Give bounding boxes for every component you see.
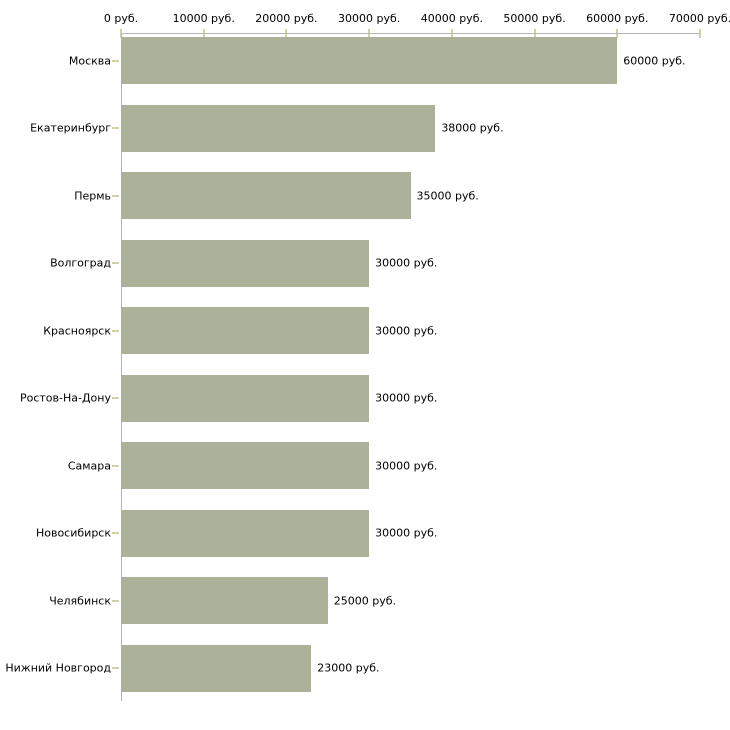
category-tick	[112, 532, 119, 535]
category-tick	[112, 464, 119, 467]
chart-row: Ростов-На-Дону 30000 руб.	[0, 365, 730, 433]
category-label: Красноярск	[43, 324, 111, 338]
category-label: Самара	[67, 459, 111, 473]
chart-row: Екатеринбург 38000 руб.	[0, 95, 730, 163]
value-label: 30000 руб.	[375, 526, 438, 540]
category-label: Челябинск	[49, 594, 111, 608]
chart-row: Москва 60000 руб.	[0, 27, 730, 95]
value-label: 38000 руб.	[441, 121, 504, 135]
bar	[121, 644, 312, 692]
category-label: Волгоград	[50, 256, 111, 270]
x-axis-tick-label: 40000 руб.	[420, 12, 483, 25]
value-label: 60000 руб.	[623, 54, 686, 68]
category-label: Пермь	[74, 189, 111, 203]
category-label: Москва	[68, 54, 111, 68]
chart-row: Челябинск 25000 руб.	[0, 567, 730, 635]
value-label: 30000 руб.	[375, 459, 438, 473]
x-axis-line	[121, 33, 700, 34]
x-axis-tick-label: 60000 руб.	[586, 12, 649, 25]
bar	[121, 374, 370, 422]
value-label: 35000 руб.	[416, 189, 479, 203]
value-label: 25000 руб.	[333, 594, 397, 608]
chart-row: Волгоград 30000 руб.	[0, 230, 730, 298]
category-tick	[112, 59, 119, 62]
bar	[121, 172, 411, 220]
bar	[121, 37, 618, 85]
bar	[121, 442, 370, 490]
bar	[121, 307, 370, 355]
bar	[121, 509, 370, 557]
x-axis-tick-label: 10000 руб.	[172, 12, 235, 25]
x-axis-tick-label: 20000 руб.	[255, 12, 318, 25]
category-label: Ростов-На-Дону	[19, 391, 111, 405]
x-axis-tick	[699, 29, 701, 38]
value-label: 30000 руб.	[375, 391, 438, 405]
category-tick	[112, 667, 119, 670]
bar	[121, 104, 436, 152]
value-label: 23000 руб.	[317, 661, 380, 675]
category-label: Екатеринбург	[30, 121, 111, 135]
category-tick	[112, 329, 119, 332]
y-axis-line	[121, 33, 122, 701]
chart-row: Новосибирск 30000 руб.	[0, 500, 730, 568]
value-label: 30000 руб.	[375, 324, 438, 338]
x-axis-tick-label: 50000 руб.	[503, 12, 566, 25]
chart-row: Пермь 35000 руб.	[0, 162, 730, 230]
chart-row: Красноярск 30000 руб.	[0, 297, 730, 365]
chart-row: Самара 30000 руб.	[0, 432, 730, 500]
chart-row: Нижний Новгород 23000 руб.	[0, 635, 730, 703]
plot-area: Москва 60000 руб. Екатеринбург 38000 руб…	[0, 27, 730, 702]
x-axis-tick-label: 30000 руб.	[338, 12, 401, 25]
bar	[121, 577, 328, 625]
category-tick	[112, 262, 119, 265]
category-tick	[112, 194, 119, 197]
x-axis-tick-label: 0 руб.	[103, 12, 139, 25]
category-tick	[112, 397, 119, 400]
value-label: 30000 руб.	[375, 256, 438, 270]
category-label: Нижний Новгород	[5, 661, 111, 675]
category-tick	[112, 599, 119, 602]
bar	[121, 239, 370, 287]
x-axis-tick-label: 70000 руб.	[668, 12, 730, 25]
category-tick	[112, 127, 119, 130]
category-label: Новосибирск	[35, 526, 111, 540]
